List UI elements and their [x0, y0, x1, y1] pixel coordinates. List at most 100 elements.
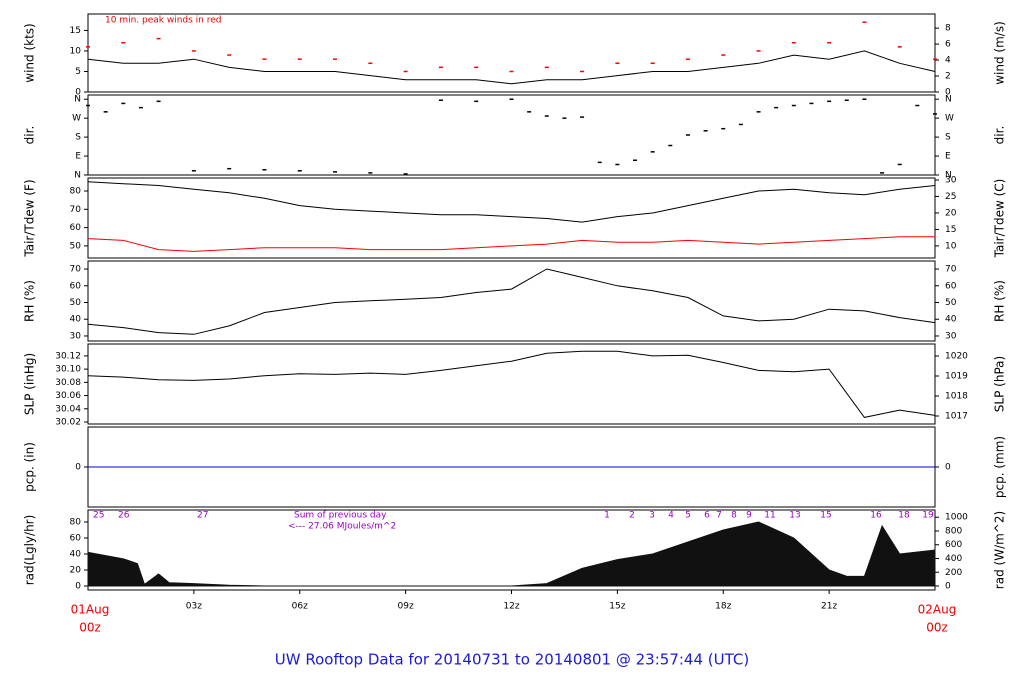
y-tick-label: 30.04 — [55, 404, 81, 414]
y2-tick-label: 50 — [945, 298, 957, 308]
hour-label: 9 — [746, 511, 752, 521]
hour-label: 18 — [898, 511, 910, 521]
sum-text: Sum of previous day — [294, 511, 387, 521]
y-axis-label: RH (%) — [23, 280, 37, 322]
x-tick-label: 06z — [292, 602, 308, 612]
y-axis-label: SLP (inHg) — [23, 353, 37, 415]
y2-tick-label: 30 — [945, 175, 957, 185]
y2-tick-label: 70 — [945, 265, 957, 275]
y-tick-label: 70 — [70, 265, 82, 275]
day-label: 25 — [93, 511, 104, 521]
x-tick-label: 12z — [503, 602, 519, 612]
y-tick-label: 30.10 — [55, 365, 81, 375]
y-tick-label: 30.12 — [55, 351, 81, 361]
y-tick-label: 15 — [70, 26, 81, 36]
y-tick-label: 50 — [70, 298, 82, 308]
y2-tick-label: 200 — [945, 568, 962, 578]
x-tick-label: 21z — [821, 602, 837, 612]
y2-tick-label: 60 — [945, 281, 957, 291]
y-tick-label: 20 — [70, 566, 82, 576]
hour-label: 5 — [685, 511, 691, 521]
hour-label: 19 — [922, 511, 934, 521]
y-tick-label: W — [72, 114, 81, 124]
data-line — [87, 350, 936, 418]
y-axis-label: Tair/Tdew (F) — [23, 179, 37, 257]
y-tick-label: 30.02 — [55, 418, 81, 428]
x-tick-label: 15z — [609, 602, 625, 612]
y2-axis-label: rad (W/m^2) — [993, 511, 1007, 589]
start-label: 00z — [79, 621, 101, 635]
panel-frame — [87, 260, 936, 342]
x-tick-label: 18z — [715, 602, 731, 612]
page-title: UW Rooftop Data for 20140731 to 20140801… — [275, 651, 749, 669]
panel-frame — [87, 94, 936, 176]
hour-label: 6 — [704, 511, 710, 521]
y2-tick-label: 2 — [945, 72, 951, 82]
y2-tick-label: 20 — [945, 208, 957, 218]
y-tick-label: 0 — [75, 463, 81, 473]
panel-frame — [87, 13, 936, 93]
end-label: 02Aug — [918, 603, 957, 617]
y2-tick-label: 30 — [945, 331, 957, 341]
start-label: 01Aug — [71, 603, 110, 617]
y-tick-label: N — [74, 95, 81, 105]
hour-label: 15 — [820, 511, 831, 521]
panel-frame — [87, 177, 936, 259]
y-tick-label: 30 — [70, 331, 82, 341]
hour-label: 2 — [629, 511, 635, 521]
data-line — [87, 236, 935, 252]
data-area — [87, 521, 936, 587]
hour-label: 13 — [789, 511, 800, 521]
y-tick-label: 30.08 — [55, 378, 81, 388]
y2-tick-label: 15 — [945, 225, 956, 235]
y2-tick-label: 400 — [945, 554, 962, 564]
y2-tick-label: N — [945, 95, 952, 105]
hour-label: 1 — [604, 511, 610, 521]
data-line — [87, 50, 936, 85]
y-tick-label: 60 — [70, 223, 82, 233]
day-label: 27 — [197, 511, 208, 521]
x-tick-label: 03z — [186, 602, 202, 612]
y2-tick-label: 25 — [945, 192, 956, 202]
y2-tick-label: 800 — [945, 526, 962, 536]
y2-tick-label: S — [945, 133, 951, 143]
end-label: 00z — [926, 621, 948, 635]
y2-axis-label: dir. — [993, 126, 1007, 145]
y-tick-label: 70 — [70, 205, 82, 215]
y-axis-label: rad(Lgly/hr) — [23, 515, 37, 586]
day-label: 26 — [118, 511, 130, 521]
y-axis-label: dir. — [23, 126, 37, 145]
annotation: 10 min. peak winds in red — [105, 16, 222, 26]
y2-tick-label: 4 — [945, 56, 951, 66]
y-axis-label: wind (kts) — [23, 23, 37, 82]
y-tick-label: S — [75, 133, 81, 143]
y-tick-label: 40 — [70, 550, 82, 560]
y-tick-label: 10 — [70, 46, 82, 56]
y-tick-label: N — [74, 171, 81, 181]
y2-tick-label: 0 — [945, 582, 951, 592]
hour-label: 11 — [764, 511, 775, 521]
y-tick-label: 0 — [75, 88, 81, 98]
y2-tick-label: 1019 — [945, 372, 968, 382]
y-tick-label: 60 — [70, 534, 82, 544]
y2-tick-label: 8 — [945, 24, 951, 34]
y2-tick-label: N — [945, 171, 952, 181]
y2-tick-label: 0 — [945, 88, 951, 98]
sum-text: <--- 27.06 MJoules/m^2 — [288, 522, 396, 532]
y2-tick-label: 1000 — [945, 513, 968, 523]
y-tick-label: 30.06 — [55, 391, 81, 401]
y-tick-label: 50 — [70, 241, 82, 251]
y-axis-label: pcp. (in) — [23, 442, 37, 492]
y-tick-label: 40 — [70, 315, 82, 325]
data-line — [87, 268, 936, 335]
y2-tick-label: W — [945, 114, 954, 124]
y-tick-label: 5 — [75, 67, 81, 77]
hour-label: 4 — [668, 511, 674, 521]
y-tick-label: E — [75, 152, 81, 162]
y2-axis-label: RH (%) — [993, 280, 1007, 322]
y-tick-label: 0 — [75, 582, 81, 592]
y-tick-label: 80 — [70, 186, 82, 196]
hour-label: 3 — [649, 511, 655, 521]
y2-tick-label: E — [945, 152, 951, 162]
